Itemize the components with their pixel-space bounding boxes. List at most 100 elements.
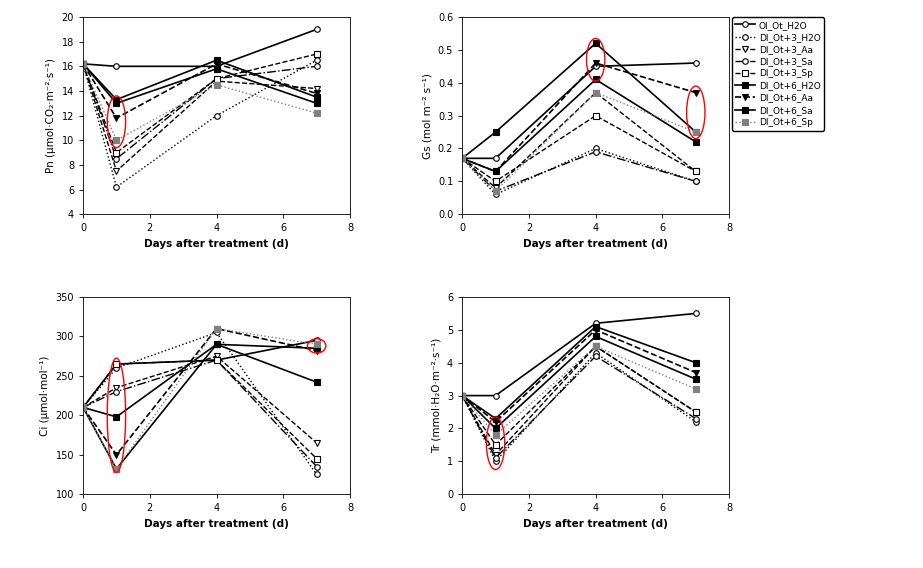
- DI_Ot+6_Aa: [311, 347, 322, 354]
- DI_Ot+3_Sp: [690, 408, 701, 415]
- DI_Ot+3_Sa: [211, 75, 222, 82]
- OI_Ot_H2O: [311, 337, 322, 344]
- OI_Ot_H2O: [211, 63, 222, 70]
- DI_Ot+6_Sa: [78, 404, 89, 411]
- DI_Ot+6_Sp: [311, 341, 322, 348]
- DI_Ot+3_Sp: [311, 51, 322, 57]
- DI_Ot+3_Aa: [311, 440, 322, 446]
- DI_Ot+3_Aa: [111, 168, 122, 174]
- DI_Ot+3_H2O: [490, 458, 501, 465]
- Y-axis label: Tr (mmol·H₂O·m⁻²·s⁻¹): Tr (mmol·H₂O·m⁻²·s⁻¹): [431, 338, 441, 453]
- DI_Ot+6_Sa: [211, 57, 222, 64]
- DI_Ot+6_Aa: [590, 60, 601, 66]
- DI_Ot+3_Aa: [457, 155, 468, 162]
- DI_Ot+3_Sa: [78, 60, 89, 67]
- DI_Ot+3_Sa: [457, 155, 468, 162]
- DI_Ot+3_H2O: [490, 191, 501, 198]
- DI_Ot+3_Aa: [590, 343, 601, 350]
- DI_Ot+6_Aa: [457, 155, 468, 162]
- Line: DI_Ot+3_Sa: DI_Ot+3_Sa: [460, 353, 699, 461]
- DI_Ot+3_H2O: [690, 178, 701, 185]
- Line: DI_Ot+6_H2O: DI_Ot+6_H2O: [460, 77, 699, 174]
- DI_Ot+3_Sp: [590, 343, 601, 350]
- Line: DI_Ot+3_Sa: DI_Ot+3_Sa: [80, 357, 319, 469]
- Line: DI_Ot+3_Aa: DI_Ot+3_Aa: [460, 344, 699, 457]
- DI_Ot+6_Sp: [457, 155, 468, 162]
- DI_Ot+3_H2O: [457, 155, 468, 162]
- DI_Ot+6_Sa: [590, 40, 601, 47]
- OI_Ot_H2O: [690, 310, 701, 317]
- Line: DI_Ot+6_Sa: DI_Ot+6_Sa: [80, 57, 319, 102]
- DI_Ot+6_Sa: [590, 323, 601, 330]
- Line: DI_Ot+6_Sp: DI_Ot+6_Sp: [460, 90, 699, 194]
- OI_Ot_H2O: [78, 404, 89, 411]
- DI_Ot+3_Sa: [311, 463, 322, 470]
- DI_Ot+3_Sp: [490, 441, 501, 448]
- Line: DI_Ot+3_H2O: DI_Ot+3_H2O: [80, 57, 319, 190]
- DI_Ot+3_Aa: [311, 85, 322, 92]
- DI_Ot+3_Sa: [490, 188, 501, 195]
- DI_Ot+3_Sa: [78, 404, 89, 411]
- DI_Ot+6_Sp: [111, 137, 122, 144]
- Line: DI_Ot+3_Sp: DI_Ot+3_Sp: [460, 344, 699, 448]
- DI_Ot+6_Aa: [111, 115, 122, 122]
- DI_Ot+6_Sp: [590, 343, 601, 350]
- DI_Ot+6_Aa: [211, 325, 222, 332]
- DI_Ot+6_Aa: [490, 419, 501, 425]
- DI_Ot+6_Sa: [111, 414, 122, 420]
- DI_Ot+6_H2O: [78, 404, 89, 411]
- DI_Ot+3_H2O: [311, 57, 322, 64]
- DI_Ot+3_Sp: [311, 456, 322, 462]
- DI_Ot+3_Sp: [111, 361, 122, 367]
- DI_Ot+3_Aa: [490, 452, 501, 458]
- DI_Ot+3_H2O: [78, 404, 89, 411]
- DI_Ot+6_Sp: [311, 110, 322, 116]
- DI_Ot+6_Sa: [490, 415, 501, 422]
- OI_Ot_H2O: [457, 392, 468, 399]
- DI_Ot+6_Sp: [690, 128, 701, 135]
- DI_Ot+6_Aa: [78, 404, 89, 411]
- OI_Ot_H2O: [590, 63, 601, 70]
- DI_Ot+3_Aa: [78, 404, 89, 411]
- X-axis label: Days after treatment (d): Days after treatment (d): [523, 239, 668, 249]
- DI_Ot+6_Sp: [211, 325, 222, 332]
- OI_Ot_H2O: [457, 155, 468, 162]
- Line: DI_Ot+6_Aa: DI_Ot+6_Aa: [80, 61, 319, 121]
- DI_Ot+3_H2O: [111, 365, 122, 371]
- Line: DI_Ot+3_Aa: DI_Ot+3_Aa: [80, 353, 319, 446]
- DI_Ot+6_Sp: [490, 432, 501, 438]
- Line: OI_Ot_H2O: OI_Ot_H2O: [80, 27, 319, 69]
- DI_Ot+6_Sp: [211, 81, 222, 88]
- OI_Ot_H2O: [590, 320, 601, 327]
- Y-axis label: Pn (μmol·CO₂·m⁻²·s⁻¹): Pn (μmol·CO₂·m⁻²·s⁻¹): [46, 58, 56, 173]
- DI_Ot+3_H2O: [311, 471, 322, 478]
- DI_Ot+3_H2O: [457, 392, 468, 399]
- Line: DI_Ot+3_Sa: DI_Ot+3_Sa: [80, 61, 319, 161]
- DI_Ot+3_Aa: [690, 168, 701, 175]
- DI_Ot+6_Sa: [311, 94, 322, 101]
- OI_Ot_H2O: [490, 392, 501, 399]
- DI_Ot+3_Sa: [211, 357, 222, 364]
- Line: DI_Ot+6_Sp: DI_Ot+6_Sp: [80, 61, 319, 143]
- Line: DI_Ot+3_Sa: DI_Ot+3_Sa: [460, 149, 699, 194]
- DI_Ot+6_Sp: [457, 392, 468, 399]
- DI_Ot+3_Aa: [211, 78, 222, 85]
- DI_Ot+3_Aa: [590, 89, 601, 96]
- DI_Ot+6_H2O: [111, 466, 122, 473]
- DI_Ot+6_Sp: [590, 89, 601, 96]
- Line: DI_Ot+3_Sp: DI_Ot+3_Sp: [80, 51, 319, 156]
- DI_Ot+6_H2O: [590, 76, 601, 83]
- Line: DI_Ot+6_Aa: DI_Ot+6_Aa: [460, 60, 699, 174]
- DI_Ot+6_Aa: [457, 392, 468, 399]
- DI_Ot+3_Sp: [78, 60, 89, 67]
- DI_Ot+3_H2O: [690, 419, 701, 425]
- DI_Ot+3_Sa: [690, 178, 701, 185]
- DI_Ot+3_Sp: [211, 357, 222, 364]
- DI_Ot+6_H2O: [490, 425, 501, 432]
- DI_Ot+6_H2O: [457, 155, 468, 162]
- Line: OI_Ot_H2O: OI_Ot_H2O: [460, 311, 699, 398]
- OI_Ot_H2O: [490, 155, 501, 162]
- Line: DI_Ot+3_H2O: DI_Ot+3_H2O: [460, 146, 699, 197]
- Y-axis label: Gs (mol m⁻² s⁻¹): Gs (mol m⁻² s⁻¹): [422, 73, 432, 158]
- DI_Ot+3_H2O: [211, 329, 222, 336]
